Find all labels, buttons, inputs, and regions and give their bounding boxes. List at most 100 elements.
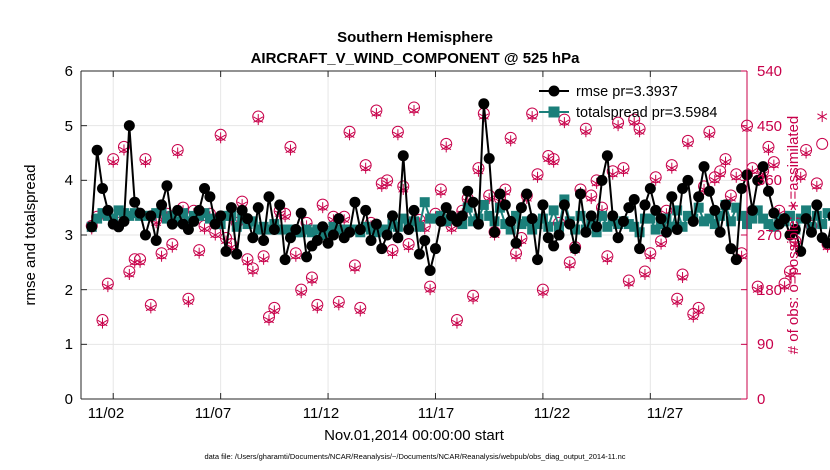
obs-assimilated-marker [613,120,624,132]
obs-assimilated-marker [215,132,226,144]
rmse-point [489,226,501,238]
obs-assimilated-marker [811,180,822,192]
totalspread-point [199,208,210,219]
obs-assimilated-marker [210,229,221,241]
totalspread-point [484,210,495,221]
totalspread-point [699,216,710,227]
legend-spread-label: totalspread pr=3.5984 [576,105,717,121]
obs-assimilated-marker [715,168,726,180]
right-tick-label: 360 [757,172,782,189]
rmse-point [236,204,248,216]
obs-assimilated-marker [752,284,763,296]
rmse-point [387,210,399,222]
obs-assimilated-marker [817,111,828,123]
rmse-point [258,234,270,246]
totalspread-point [306,227,317,238]
obs-assimilated-marker [784,268,795,280]
totalspread-point [425,213,436,224]
obs-assimilated-marker [156,250,167,262]
obs-assimilated-marker [242,256,253,268]
rmse-point [86,221,98,233]
totalspread-point [704,213,715,224]
rmse-point [564,218,576,230]
left-tick-label: 4 [65,172,73,189]
obs-assimilated-marker [768,159,779,171]
rmse-point [575,188,586,200]
rmse-point [580,226,592,238]
rmse-point [349,196,361,208]
obs-assimilated-marker [559,117,570,129]
totalspread-point [516,219,527,230]
obs-assimilated-marker [371,108,382,120]
right-tick-labels: 0 90 180 270 360 450 540 [757,63,782,408]
obs-possible-marker [816,137,829,150]
rmse-point [462,185,474,197]
totalspread-point [151,208,162,219]
obs-assimilated-marker [602,253,613,265]
totalspread-point [527,224,538,235]
rmse-point [795,245,807,257]
rmse-point [720,199,732,211]
totalspread-point [247,216,258,227]
obs-assimilated-marker [451,317,462,329]
totalspread-point [682,210,693,221]
totalspread-point [312,224,323,235]
rmse-point [290,224,302,236]
totalspread-point [231,221,242,232]
rmse-point [762,185,774,197]
rmse-point [172,204,184,216]
rmse-point [268,224,280,236]
rmse-point [634,243,646,255]
axis-ticks [81,70,747,400]
obs-assimilated-marker [124,268,135,280]
rmse-point [677,183,689,195]
legend-spread-marker [548,106,560,118]
rmse-point [553,229,565,241]
legend: rmse pr=3.3937 totalspread pr=3.5984 [539,84,717,121]
obs-assimilated-marker [349,262,360,274]
totalspread-point [339,224,350,235]
totalspread-point [366,224,377,235]
rmse-point [166,218,178,230]
totalspread-point [172,216,183,227]
totalspread-point [532,219,543,230]
obs-assimilated-marker [564,259,575,271]
rmse-point [274,199,286,211]
obs-assimilated-marker [618,165,629,177]
right-tick-label: 450 [757,118,782,135]
totalspread-point [511,210,522,221]
rmse-point [478,98,490,110]
totalspread-point [747,213,758,224]
rmse-point [612,232,624,244]
totalspread-point [113,205,124,216]
totalspread-point [575,210,586,221]
obs-assimilated-marker [623,278,634,290]
y-axis-label-left: rmse and totalspread [22,165,39,306]
rmse-point [440,202,452,214]
rmse-point [822,237,830,249]
totalspread-point [677,221,688,232]
obs-assimilated-marker [682,138,693,150]
obs-assimilated-marker [285,144,296,156]
rmse-point [752,174,764,186]
rmse-point [139,229,151,241]
obs-assimilated-marker [801,147,812,159]
totalspread-point [784,210,795,221]
totalspread-point [333,224,344,235]
totalspread-point [634,227,645,238]
totalspread-point [650,224,661,235]
rmse-point [408,204,420,216]
rmse-point [467,196,479,208]
obs-assimilated-marker [263,314,274,326]
obs-assimilated-marker [296,287,307,299]
totalspread-point [409,216,419,227]
obs-assimilated-marker [387,247,398,259]
totalspread-point [715,210,726,221]
left-tick-label: 0 [65,391,73,408]
rmse-point [596,174,608,186]
obs-assimilated-marker [441,141,452,153]
rmse-point [403,224,415,236]
totalspread-point [92,213,103,224]
obs-assimilated-marker [629,117,640,129]
obs-assimilated-marker [645,250,656,262]
